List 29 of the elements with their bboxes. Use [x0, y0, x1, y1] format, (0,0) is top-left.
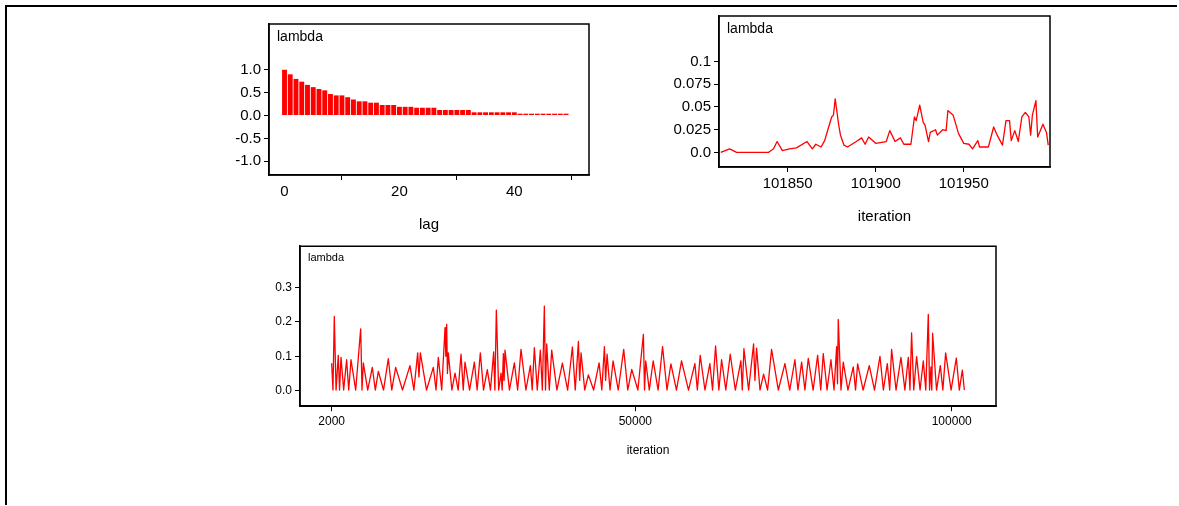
y-tick-label: 0.0	[240, 105, 261, 123]
y-tick-label: 0.1	[275, 348, 293, 363]
x-tick-label: 20	[391, 182, 408, 200]
chart-title: lambda	[727, 19, 774, 36]
y-tick-label: 0.3	[275, 279, 293, 294]
x-tick-label: 100000	[931, 413, 973, 428]
y-tick-label: 0.05	[681, 97, 711, 115]
y-tick-label: -0.5	[235, 128, 261, 146]
x-tick-label: 2000	[318, 413, 346, 428]
x-tick-label: 101850	[762, 174, 813, 192]
y-tick-label: 1.0	[240, 59, 261, 77]
y-tick-label: 0.1	[690, 51, 711, 69]
x-axis-title: iteration	[626, 443, 670, 458]
x-tick-label: 40	[505, 182, 523, 200]
y-tick-label: 0.025	[673, 119, 711, 137]
x-axis-title: lag	[418, 215, 440, 233]
x-tick-label: 0	[280, 182, 289, 200]
chart-title: lambda	[308, 250, 345, 263]
x-tick-label: 101900	[850, 174, 901, 192]
x-axis-title: iteration	[857, 207, 912, 225]
y-tick-label: 0.075	[673, 74, 711, 92]
y-tick-label: -1.0	[235, 151, 261, 169]
y-tick-label: 0.0	[275, 383, 293, 398]
y-tick-label: 0.0	[690, 142, 711, 160]
x-tick-label: 50000	[618, 413, 653, 428]
chart-title: lambda	[277, 27, 324, 44]
x-tick-label: 101950	[938, 174, 989, 192]
y-tick-label: 0.5	[240, 82, 261, 100]
y-tick-label: 0.2	[275, 314, 293, 329]
